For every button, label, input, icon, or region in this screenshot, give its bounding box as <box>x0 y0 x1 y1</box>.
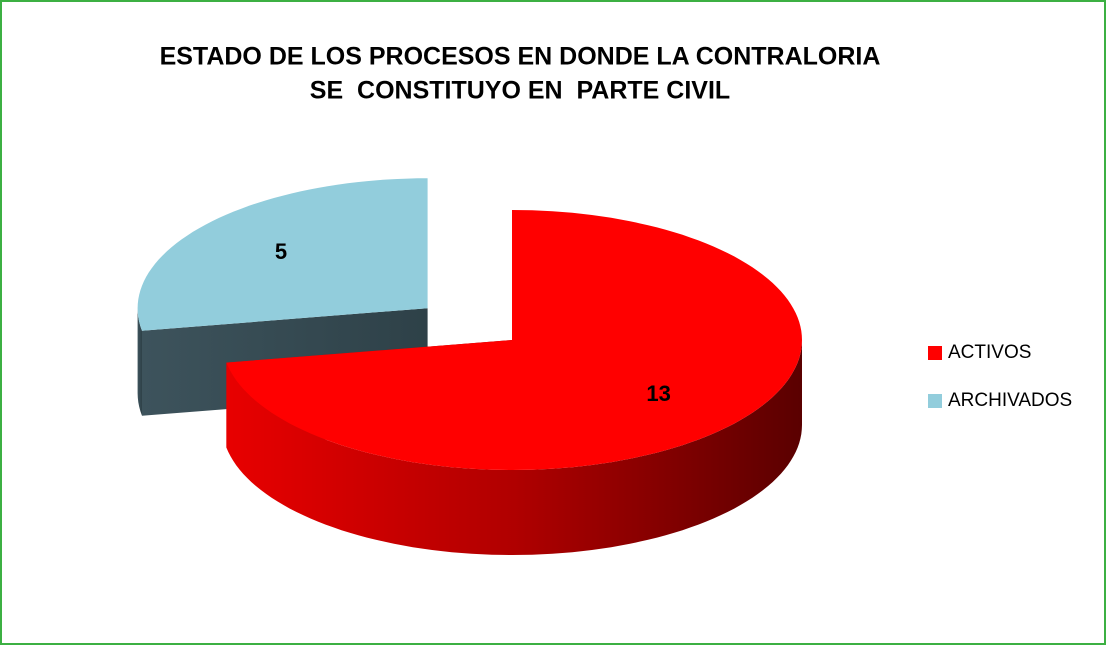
slice-wall <box>137 308 142 416</box>
legend-swatch <box>928 394 942 408</box>
legend-label: ARCHIVADOS <box>948 390 1072 411</box>
chart-title: SE CONSTITUYO EN PARTE CIVIL <box>310 77 730 105</box>
slice-wall <box>226 340 802 555</box>
legend-swatch <box>928 346 942 360</box>
data-label: 5 <box>275 239 287 264</box>
pie-slice <box>226 210 802 555</box>
slice-top <box>226 210 802 470</box>
slice-top <box>137 178 428 331</box>
chart-title: ESTADO DE LOS PROCESOS EN DONDE LA CONTR… <box>160 43 881 71</box>
legend-label: ACTIVOS <box>948 342 1031 363</box>
data-label: 13 <box>646 381 670 406</box>
